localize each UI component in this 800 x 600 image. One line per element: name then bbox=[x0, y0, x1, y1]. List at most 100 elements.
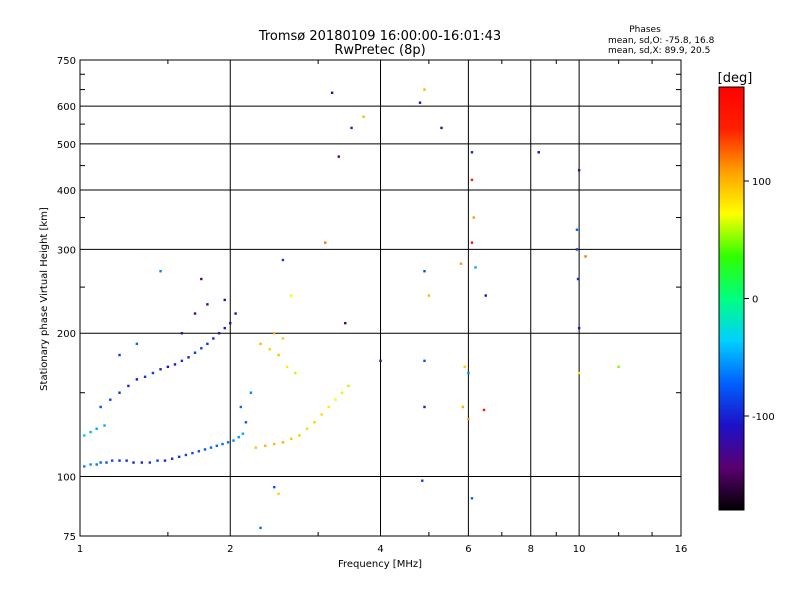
data-point bbox=[273, 442, 276, 446]
plot-frame bbox=[79, 59, 682, 537]
data-point bbox=[327, 405, 330, 409]
data-point bbox=[223, 298, 226, 302]
data-point bbox=[259, 342, 262, 346]
data-point bbox=[135, 378, 139, 381]
data-point bbox=[105, 461, 108, 464]
data-point bbox=[290, 437, 293, 441]
data-point bbox=[244, 421, 248, 424]
data-point bbox=[83, 465, 86, 468]
data-point bbox=[249, 391, 253, 394]
data-point bbox=[264, 444, 267, 448]
x-tick-label: 1 bbox=[77, 544, 83, 555]
data-point bbox=[229, 321, 232, 325]
data-point bbox=[159, 270, 162, 273]
data-point bbox=[109, 398, 112, 401]
data-point bbox=[459, 262, 463, 265]
data-point bbox=[184, 453, 188, 457]
data-point bbox=[577, 371, 581, 375]
data-point bbox=[234, 312, 237, 315]
colorbar-tick-label: -100 bbox=[752, 412, 775, 423]
data-point bbox=[143, 375, 147, 378]
colorbar bbox=[718, 86, 745, 511]
data-point bbox=[95, 463, 98, 466]
data-point bbox=[285, 365, 289, 369]
data-point bbox=[118, 353, 121, 357]
data-point bbox=[206, 303, 209, 306]
data-point bbox=[617, 365, 620, 369]
data-point bbox=[324, 241, 327, 244]
data-point bbox=[340, 391, 344, 394]
data-point bbox=[427, 294, 431, 297]
stats-line-o: mean, sd,O: -75.8, 16.8 bbox=[608, 36, 715, 46]
x-axis-ticks: 1 2 4 6 8 10 16 bbox=[77, 60, 687, 555]
data-point bbox=[206, 342, 209, 346]
data-point bbox=[180, 332, 184, 335]
data-point bbox=[484, 294, 487, 297]
data-point bbox=[197, 450, 201, 453]
data-point bbox=[461, 405, 465, 409]
x-tick-label: 6 bbox=[465, 544, 471, 555]
data-point bbox=[298, 434, 301, 437]
data-point bbox=[223, 326, 226, 330]
data-point bbox=[305, 427, 309, 430]
data-point bbox=[163, 459, 167, 462]
x-tick-label: 4 bbox=[377, 544, 383, 555]
data-point bbox=[467, 417, 470, 421]
data-point bbox=[170, 457, 174, 460]
data-point bbox=[472, 216, 475, 219]
data-point bbox=[232, 439, 235, 442]
data-point bbox=[294, 371, 297, 375]
data-point bbox=[209, 446, 213, 449]
data-point bbox=[135, 342, 139, 346]
data-point bbox=[290, 294, 293, 297]
data-point bbox=[584, 255, 587, 258]
data-point bbox=[577, 326, 581, 330]
data-point bbox=[99, 461, 102, 464]
y-axis-ticks: 75 100 200 300 400 500 600 750 bbox=[57, 56, 681, 543]
data-point bbox=[259, 526, 262, 530]
stats-heading: Phases bbox=[629, 25, 661, 35]
data-point bbox=[110, 459, 114, 462]
data-point bbox=[140, 461, 144, 464]
colorbar-label: [deg] bbox=[718, 71, 753, 86]
data-point bbox=[281, 441, 285, 444]
data-point bbox=[277, 353, 280, 357]
data-point bbox=[156, 459, 159, 462]
data-point bbox=[89, 463, 92, 466]
data-point bbox=[99, 405, 102, 409]
data-point bbox=[423, 270, 426, 273]
data-point bbox=[187, 356, 190, 359]
data-point bbox=[200, 277, 203, 281]
x-tick-label: 10 bbox=[573, 544, 586, 555]
data-point bbox=[83, 434, 86, 437]
x-tick-label: 8 bbox=[528, 544, 534, 555]
data-point bbox=[254, 446, 257, 449]
data-point bbox=[482, 408, 486, 412]
data-point bbox=[350, 126, 353, 130]
data-point bbox=[132, 461, 135, 464]
data-point bbox=[330, 91, 334, 94]
data-point bbox=[313, 421, 316, 424]
data-point bbox=[470, 151, 474, 154]
colorbar-tick-label: 0 bbox=[752, 295, 758, 306]
data-point bbox=[103, 424, 106, 427]
data-point bbox=[277, 492, 280, 495]
colorbar-tick-label: 100 bbox=[752, 177, 771, 188]
data-point bbox=[273, 485, 276, 489]
data-point bbox=[470, 178, 474, 182]
data-point bbox=[467, 371, 470, 375]
data-point bbox=[440, 126, 443, 130]
data-point bbox=[118, 459, 121, 462]
data-point bbox=[575, 248, 579, 251]
data-point bbox=[221, 442, 224, 446]
y-tick-label: 600 bbox=[57, 102, 76, 113]
data-point bbox=[537, 151, 540, 154]
data-point bbox=[418, 101, 422, 104]
data-point bbox=[273, 332, 276, 335]
data-point bbox=[193, 351, 197, 354]
data-point bbox=[268, 348, 271, 351]
data-point bbox=[212, 337, 215, 340]
data-point bbox=[474, 266, 477, 269]
data-point bbox=[241, 432, 245, 435]
